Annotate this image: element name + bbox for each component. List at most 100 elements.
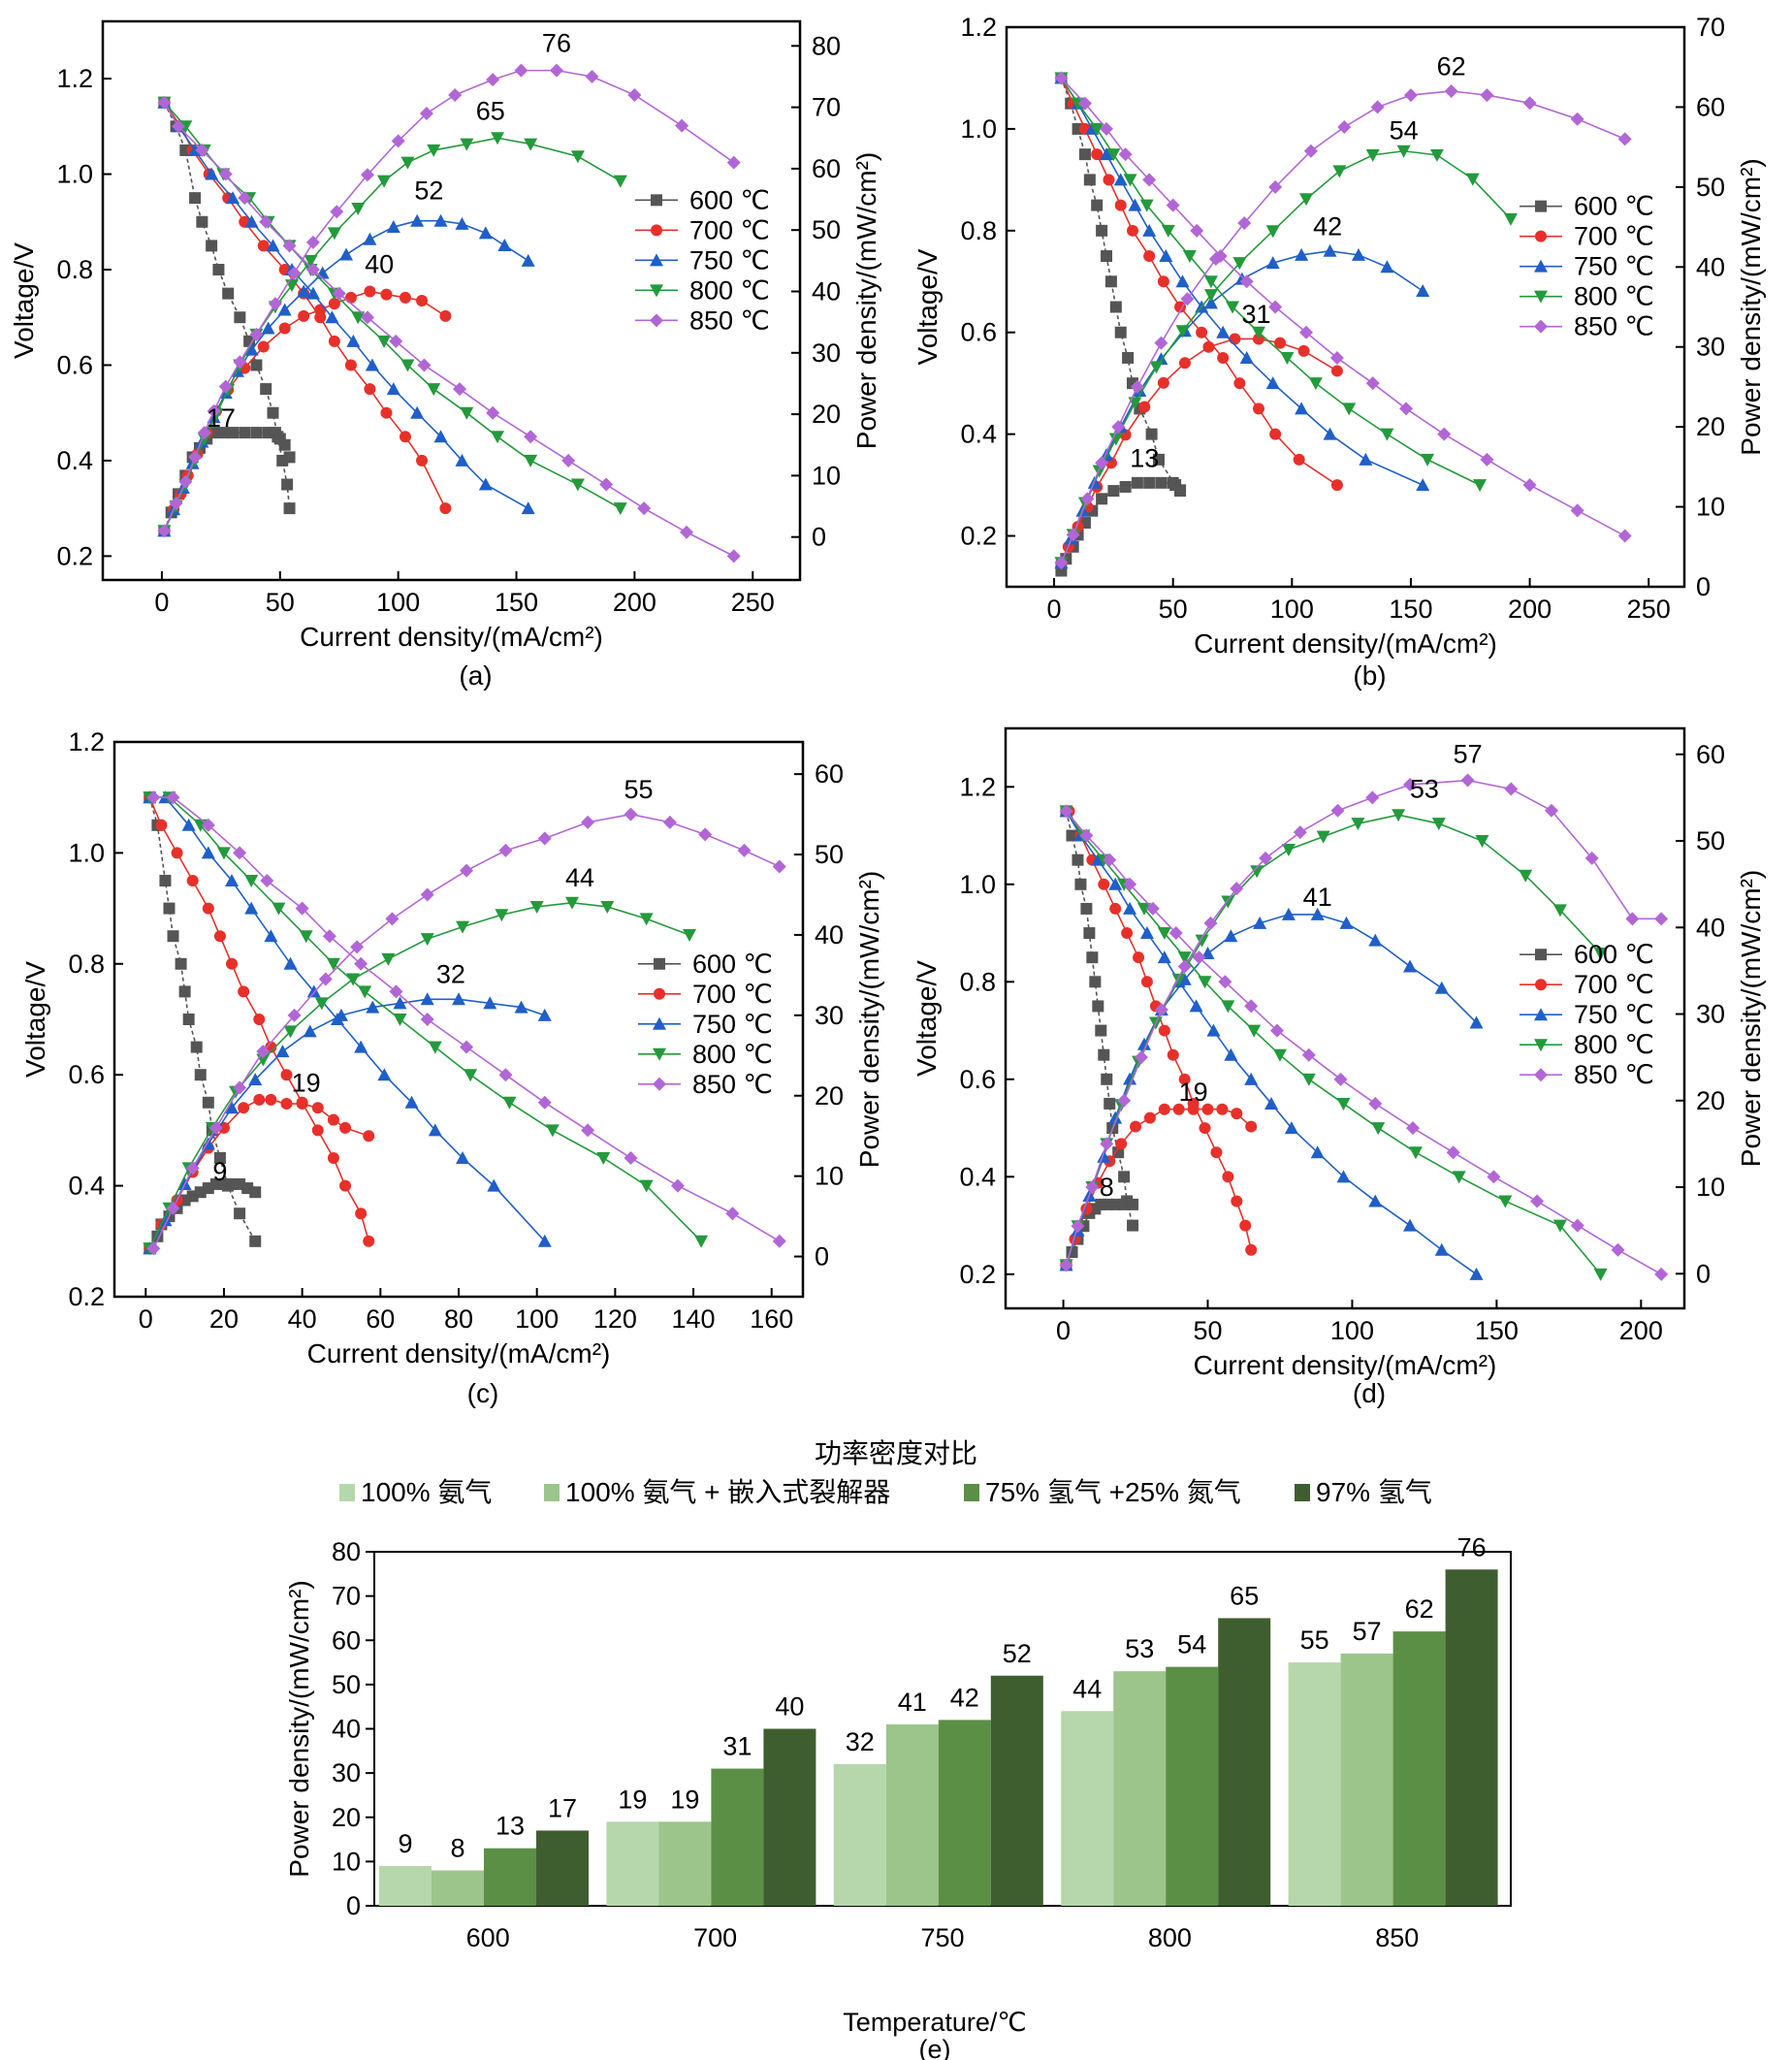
iv-data-point	[400, 359, 415, 372]
power-data-point	[249, 1186, 262, 1199]
power-data-point	[346, 973, 361, 986]
power-data-point	[265, 1093, 277, 1106]
series-3	[157, 96, 627, 538]
iv-data-point	[1224, 1047, 1238, 1061]
power-data-point	[1339, 916, 1354, 929]
power-data-point	[1080, 492, 1095, 506]
legend-label: 97% 氢气	[1316, 1477, 1432, 1507]
power-data-point	[296, 1098, 308, 1110]
iv-data-point	[1101, 1073, 1113, 1085]
iv-data-point	[326, 957, 340, 971]
power-data-point	[1368, 933, 1383, 947]
panel-label: (b)	[1353, 660, 1386, 691]
panel-label: (a)	[459, 660, 492, 691]
iv-data-point	[282, 239, 297, 253]
series-0	[158, 96, 296, 537]
power-data-point	[1127, 1198, 1139, 1210]
power-data-point	[277, 303, 292, 316]
power-data-point	[1253, 916, 1267, 929]
iv-data-point	[171, 847, 183, 859]
legend-swatch	[339, 1484, 355, 1501]
power-data-point	[1323, 243, 1337, 257]
y-tick-label: 50	[332, 1670, 361, 1699]
y-right-tick-label: 20	[1696, 1086, 1725, 1115]
y-left-tick-label: 1.0	[959, 870, 996, 899]
iv-data-point	[1079, 828, 1094, 843]
iv-data-point	[1403, 1218, 1418, 1232]
bar	[711, 1768, 764, 1906]
x-tick-label: 200	[613, 588, 656, 617]
power-data-point	[314, 997, 329, 1011]
x-tick-label: 750	[920, 1923, 964, 1952]
power-data-point	[1259, 851, 1273, 865]
x-tick-label: 50	[266, 588, 295, 617]
iv-data-point	[1216, 325, 1231, 338]
bar	[1340, 1653, 1393, 1906]
power-data-point	[380, 288, 393, 301]
power-data-point	[250, 427, 263, 439]
iv-data-point	[502, 1096, 517, 1110]
iv-data-point	[1365, 376, 1380, 391]
iv-data-point	[1083, 927, 1096, 940]
power-data-point	[497, 239, 512, 252]
bar-value-label: 19	[618, 1785, 647, 1814]
iv-data-point	[1142, 173, 1157, 187]
bar	[1166, 1666, 1219, 1906]
iv-data-point	[257, 240, 270, 252]
iv-data-point	[561, 453, 576, 467]
iv-data-point	[1077, 96, 1092, 111]
power-data-point	[393, 996, 407, 1010]
y-right-tick-label: 30	[1696, 333, 1725, 362]
iv-data-point	[1127, 1219, 1139, 1232]
peak-power-label: 52	[414, 177, 443, 206]
iv-data-point	[1066, 829, 1078, 842]
power-data-point	[1416, 284, 1430, 298]
legend-marker	[1534, 1039, 1548, 1052]
iv-data-point	[428, 1123, 442, 1137]
legend-label: 850 ℃	[692, 1070, 773, 1099]
iv-data-point	[1371, 1122, 1386, 1136]
power-data-point	[278, 438, 291, 451]
power-data-point	[1281, 907, 1296, 920]
legend-label: 700 ℃	[1574, 970, 1654, 999]
power-data-point	[1460, 773, 1475, 788]
y-left-tick-label: 0.2	[56, 541, 93, 570]
power-data-point	[456, 920, 470, 934]
iv-data-point	[772, 1234, 786, 1248]
iv-data-point	[1284, 1121, 1298, 1135]
power-data-point	[280, 1098, 293, 1110]
legend-label: 850 ℃	[1574, 312, 1654, 341]
power-data-point	[514, 63, 528, 78]
power-data-point	[486, 73, 500, 87]
iv-data-point	[726, 549, 741, 563]
power-data-point	[420, 887, 434, 902]
iv-data-point	[1295, 402, 1309, 415]
iv-data-point	[1251, 326, 1265, 339]
legend-label: 800 ℃	[1574, 282, 1654, 311]
y-left-tick-label: 0.2	[959, 1260, 996, 1289]
power-data-point	[256, 1045, 271, 1059]
y-tick-label: 60	[332, 1625, 361, 1655]
peak-power-label: 8	[1100, 1173, 1114, 1202]
power-data-point	[524, 138, 538, 151]
power-data-point	[1403, 88, 1418, 103]
iv-data-point	[1203, 275, 1218, 289]
iv-data-point	[725, 1207, 740, 1221]
power-data-point	[1085, 1180, 1100, 1195]
y-left-axis-label: Voltage/V	[912, 960, 942, 1077]
iv-data-point	[201, 846, 215, 859]
iv-data-point	[358, 985, 372, 999]
legend-marker	[1535, 200, 1547, 212]
iv-data-point	[433, 430, 448, 443]
y-left-tick-label: 0.8	[56, 255, 93, 284]
y-left-tick-label: 0.8	[68, 950, 105, 979]
power-data-point	[1202, 340, 1215, 353]
chart-panel-d: 0 50 100 150 200 0.2 0.4 0.6 0.8 1.0 1.2 0 10 20 30 40 5…	[912, 726, 1766, 1408]
iv-data-point	[1167, 1048, 1179, 1061]
power-data-point	[1130, 1120, 1142, 1133]
legend-label: 750 ℃	[1574, 1000, 1654, 1029]
bar	[885, 1723, 939, 1906]
plot-frame	[1004, 726, 1686, 1310]
power-data-point	[278, 322, 291, 335]
iv-data-point	[1192, 950, 1206, 965]
